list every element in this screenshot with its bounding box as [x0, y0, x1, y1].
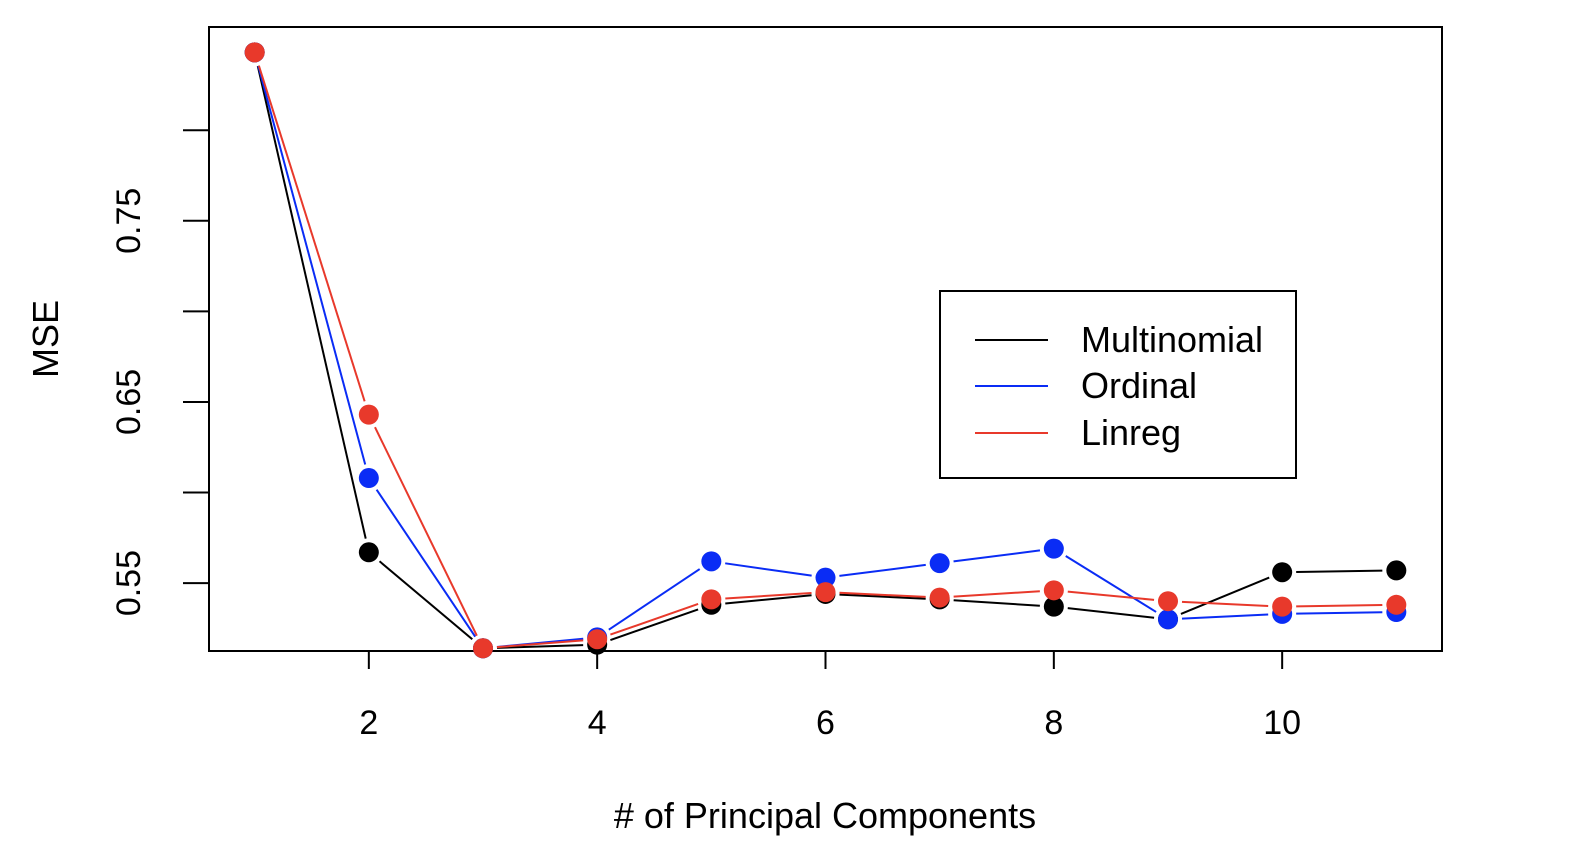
series-segment [953, 599, 1040, 607]
series-segment [1296, 604, 1383, 608]
series-segment [610, 603, 699, 636]
y-axis-title: MSE [25, 300, 66, 378]
series-segment [839, 563, 926, 577]
series-segment [1067, 607, 1155, 619]
data-point [1158, 591, 1178, 612]
series-segment [256, 65, 367, 539]
series-segment [257, 65, 366, 402]
series-segment [839, 593, 926, 600]
data-point [1158, 609, 1178, 630]
series-segment [378, 560, 473, 641]
legend-label: Linreg [1081, 412, 1181, 453]
series-segment [1181, 600, 1269, 607]
data-point [929, 587, 950, 608]
series-segment [953, 549, 1041, 563]
data-point [358, 468, 379, 489]
data-point [815, 567, 836, 588]
data-point [1272, 596, 1293, 617]
data-point [587, 629, 608, 650]
series-linreg [244, 42, 1407, 659]
data-point [1043, 596, 1064, 617]
x-tick-label: 8 [1044, 704, 1063, 742]
series-segment [375, 489, 477, 638]
y-axis: 0.55 0.65 0.75 [110, 129, 209, 616]
legend: Multinomial Ordinal Linreg [939, 290, 1297, 479]
data-point [244, 42, 265, 63]
data-point [1043, 538, 1064, 559]
series-segment [1065, 555, 1157, 613]
series-segment [1181, 613, 1269, 620]
series-segment [257, 65, 367, 465]
series-segment [725, 562, 812, 577]
series-segment [839, 591, 926, 598]
series-segment [608, 568, 701, 631]
series-segment [1296, 611, 1383, 615]
data-point [1386, 560, 1407, 581]
data-point [929, 553, 950, 574]
y-tick-label: 0.75 [110, 188, 148, 254]
series-segment [725, 592, 812, 600]
y-tick-label: 0.65 [110, 369, 148, 435]
data-point [815, 582, 836, 603]
data-point [701, 551, 722, 572]
series-segment [496, 639, 584, 649]
data-point [358, 404, 379, 425]
series-segment [374, 426, 478, 637]
x-tick-label: 4 [588, 704, 607, 742]
series-segment [1067, 590, 1155, 601]
data-point [1043, 580, 1064, 601]
data-point [701, 589, 722, 610]
x-tick-label: 2 [359, 704, 378, 742]
series-segment [1180, 576, 1270, 615]
legend-label: Multinomial [1081, 319, 1263, 360]
y-tick-label: 0.55 [110, 550, 148, 616]
x-tick-label: 6 [816, 704, 835, 742]
legend-box [939, 290, 1297, 479]
x-axis-title: # of Principal Components [614, 795, 1036, 836]
series-segment [953, 590, 1040, 598]
x-tick-label: 10 [1263, 704, 1301, 742]
series-layer [244, 42, 1407, 659]
series-segment [496, 644, 584, 649]
series-segment [725, 594, 812, 605]
data-point [1386, 594, 1407, 615]
series-segment [1296, 569, 1383, 573]
series-segment [610, 608, 699, 641]
legend-label: Ordinal [1081, 365, 1197, 406]
x-axis: 2 4 6 8 10 [359, 651, 1301, 742]
data-point [473, 638, 493, 659]
data-point [1272, 562, 1293, 583]
data-point [358, 542, 379, 563]
